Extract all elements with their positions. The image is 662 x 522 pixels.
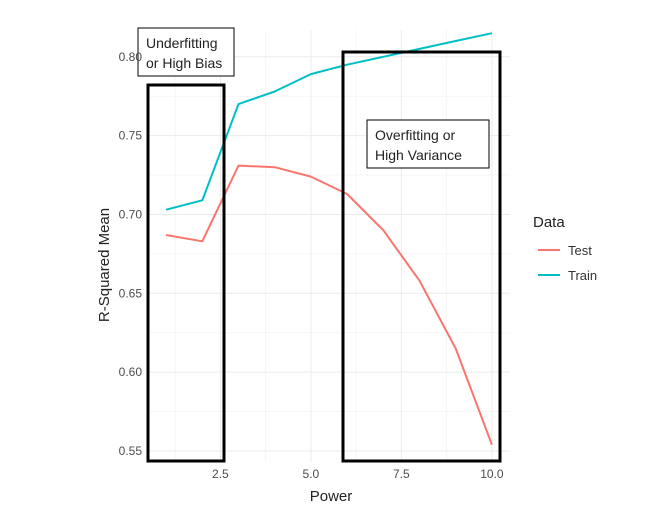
annotation-box <box>366 119 490 169</box>
y-tick-label: 0.55 <box>119 444 143 458</box>
x-tick-labels: 2.5 5.0 7.5 10.0 <box>212 467 504 481</box>
legend-title: Data <box>533 214 565 231</box>
series-line-train <box>165 32 493 211</box>
annotation-box <box>137 27 235 77</box>
y-tick-label: 0.70 <box>119 207 143 221</box>
y-tick-label: 0.65 <box>119 286 143 300</box>
y-axis-title: R-Squared Mean <box>96 208 113 322</box>
legend-label-test: Test <box>568 243 592 258</box>
x-tick-label: 7.5 <box>393 467 410 481</box>
grid <box>148 30 510 462</box>
x-tick-label: 10.0 <box>480 467 504 481</box>
legend-label-train: Train <box>568 268 597 283</box>
y-tick-label: 0.80 <box>119 50 143 64</box>
region-boxes: Underfitting or High Bias Overfitting or Hi… <box>137 27 502 463</box>
x-axis-title: Power <box>310 488 353 505</box>
y-tick-labels: 0.55 0.60 0.65 0.70 0.75 0.80 <box>119 50 143 458</box>
annotation-text: or High Bias <box>146 55 222 71</box>
y-tick-label: 0.60 <box>119 365 143 379</box>
annotation-text: High Variance <box>375 147 462 163</box>
annotation-text: Underfitting <box>146 35 218 51</box>
y-tick-label: 0.75 <box>119 129 143 143</box>
region-box-underfitting <box>146 83 226 463</box>
annotation-text: Overfitting or <box>375 127 455 143</box>
region-box-overfitting <box>341 50 502 463</box>
annotation-underfitting: Underfitting or High Bias <box>137 27 235 77</box>
x-tick-label: 5.0 <box>303 467 320 481</box>
series-line-test <box>165 164 493 446</box>
legend: Data Test Train <box>533 214 597 283</box>
series-layer <box>165 32 493 446</box>
annotation-overfitting: Overfitting or High Variance <box>366 119 490 169</box>
x-tick-label: 2.5 <box>212 467 229 481</box>
